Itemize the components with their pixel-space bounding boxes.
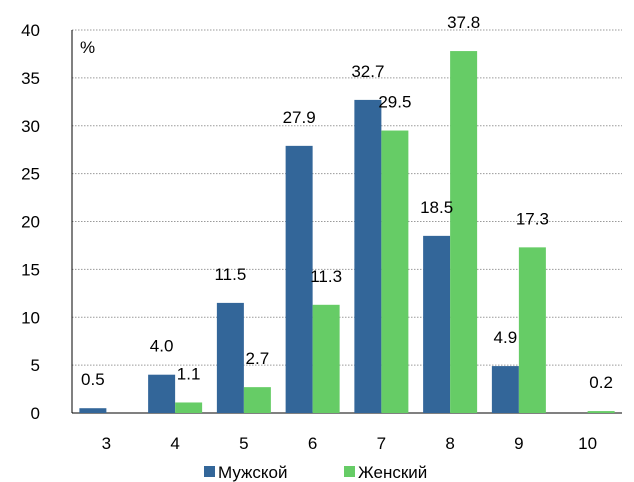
unit-label: % bbox=[80, 38, 95, 57]
x-axis: 3 4 5 6 7 8 9 10 bbox=[102, 434, 597, 453]
bar-female bbox=[587, 411, 615, 413]
bar-male bbox=[148, 374, 176, 413]
data-label: 4.9 bbox=[494, 328, 518, 347]
bar-female bbox=[518, 247, 546, 413]
x-tick-label: 8 bbox=[445, 434, 454, 453]
bar-male bbox=[491, 366, 519, 413]
data-label: 0.2 bbox=[589, 373, 613, 392]
data-label: 4.0 bbox=[150, 337, 174, 356]
bar-male bbox=[216, 302, 244, 413]
data-label: 2.7 bbox=[246, 349, 270, 368]
x-tick-label: 6 bbox=[308, 434, 317, 453]
bar-female bbox=[175, 402, 203, 413]
y-tick-label: 20 bbox=[21, 213, 40, 232]
x-tick-label: 9 bbox=[514, 434, 523, 453]
data-label: 29.5 bbox=[378, 93, 411, 112]
y-tick-label: 10 bbox=[21, 308, 40, 327]
y-tick-label: 30 bbox=[21, 117, 40, 136]
legend: Мужской Женский bbox=[204, 463, 427, 482]
bar-female bbox=[312, 304, 340, 413]
data-label: 37.8 bbox=[447, 13, 480, 32]
data-labels: 0.5 4.01.1 11.5 2.7 27.9 11.3 32.7 29.5 18.5 37.8… bbox=[81, 13, 613, 392]
data-label: 32.7 bbox=[351, 62, 384, 81]
bar-female bbox=[243, 387, 271, 413]
data-label: 11.5 bbox=[214, 265, 246, 284]
legend-swatch bbox=[204, 466, 215, 477]
bars bbox=[79, 51, 615, 414]
data-label: 17.3 bbox=[516, 209, 549, 228]
x-tick-label: 5 bbox=[239, 434, 248, 453]
data-label: 18.5 bbox=[420, 198, 453, 217]
bar-male bbox=[423, 235, 451, 413]
y-tick-label: 25 bbox=[21, 165, 40, 184]
y-tick-label: 5 bbox=[31, 356, 40, 375]
bar-male bbox=[285, 145, 313, 414]
x-tick-label: 10 bbox=[578, 434, 597, 453]
y-tick-label: 0 bbox=[31, 404, 40, 423]
bar-female bbox=[381, 130, 409, 413]
bar-male bbox=[354, 99, 382, 414]
legend-label: Женский bbox=[358, 463, 427, 482]
x-tick-label: 3 bbox=[102, 434, 111, 453]
x-tick-label: 4 bbox=[170, 434, 179, 453]
data-label: 11.3 bbox=[310, 267, 342, 286]
y-tick-label: 15 bbox=[21, 260, 40, 279]
y-tick-label: 40 bbox=[21, 21, 40, 40]
data-label: 27.9 bbox=[283, 108, 316, 127]
bar-female bbox=[450, 51, 478, 413]
legend-label: Мужской bbox=[218, 463, 288, 482]
data-label: 0.5 bbox=[81, 370, 105, 389]
bar-male bbox=[79, 408, 107, 413]
legend-swatch bbox=[344, 466, 355, 477]
data-label: 1.1 bbox=[177, 364, 201, 383]
y-tick-label: 35 bbox=[21, 69, 40, 88]
x-tick-label: 7 bbox=[377, 434, 386, 453]
